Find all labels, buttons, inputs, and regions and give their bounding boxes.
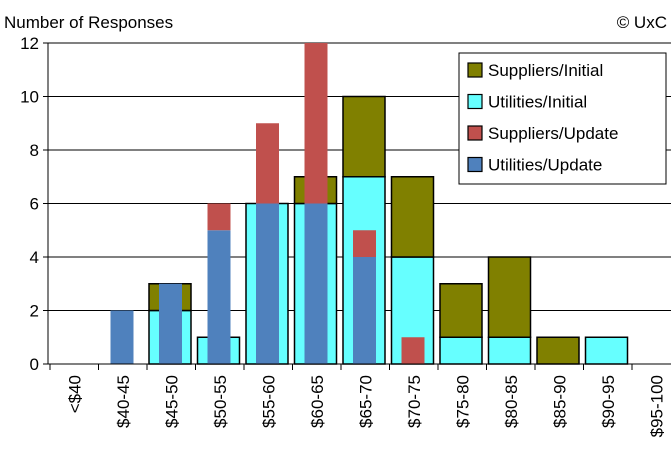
x-tick-label: $60-65 <box>308 375 327 428</box>
bar-suppliers-update <box>353 230 376 257</box>
y-tick-label: 6 <box>30 195 39 214</box>
x-tick-label: $50-55 <box>211 375 230 428</box>
legend-label: Utilities/Initial <box>488 93 587 112</box>
copyright-label: © UxC <box>617 13 667 32</box>
x-tick-label: $80-85 <box>502 375 521 428</box>
legend-swatch <box>467 93 483 110</box>
legend-swatch <box>467 125 483 141</box>
axes: 0 2 4 6 8 10 12 <$40 $40-45 $45-50 $50-55 $55-60 $60… <box>20 34 671 437</box>
y-tick-label: 12 <box>20 34 39 53</box>
x-tick-label: $55-60 <box>259 375 278 428</box>
x-tick-label: $45-50 <box>162 375 181 428</box>
y-tick-label: 4 <box>30 248 39 267</box>
x-tick-label: $90-95 <box>599 375 618 428</box>
x-tick-label: $75-80 <box>453 375 472 428</box>
bar-utilities-update <box>110 310 134 364</box>
bar-suppliers-update <box>207 203 231 231</box>
bar-utilities-initial <box>439 336 483 365</box>
y-tick-label: 2 <box>30 302 39 321</box>
bar-suppliers-initial <box>439 283 483 338</box>
legend-swatch <box>467 62 483 78</box>
legend-label: Suppliers/Update <box>488 124 618 143</box>
legend-label: Suppliers/Initial <box>488 61 603 80</box>
bar-suppliers-initial <box>536 336 580 365</box>
bar-utilities-initial <box>584 336 629 365</box>
x-tick-label: $40-45 <box>114 375 133 428</box>
legend-swatch <box>467 156 483 173</box>
y-axis-title: Number of Responses <box>4 13 173 32</box>
bar-utilities-initial <box>487 336 532 365</box>
bar-utilities-update <box>353 257 376 364</box>
legend-box <box>458 52 667 185</box>
legend: Suppliers/Initial Utilities/Initial Suppli… <box>458 52 667 185</box>
legend-label: Utilities/Update <box>488 156 602 175</box>
y-tick-label: 8 <box>30 141 39 160</box>
bar-suppliers-initial <box>342 95 386 178</box>
x-tick-label: $70-75 <box>405 375 424 428</box>
x-tick-label: <$40 <box>65 375 84 413</box>
bar-utilities-update <box>256 203 279 364</box>
bar-utilities-update <box>159 283 182 364</box>
y-tick-label: 10 <box>20 88 39 107</box>
x-tick-label: $85-90 <box>550 375 569 428</box>
bar-suppliers-initial <box>390 176 435 258</box>
bar-suppliers-update <box>256 123 279 204</box>
bar-utilities-update <box>207 230 231 364</box>
bar-suppliers-initial <box>487 256 532 338</box>
bar-suppliers-update <box>304 43 328 204</box>
bars <box>110 43 629 365</box>
x-tick-label: $65-70 <box>356 375 375 428</box>
bar-utilities-update <box>304 203 328 364</box>
bar-suppliers-update <box>401 337 425 364</box>
x-tick-label: $95-100 <box>647 375 666 437</box>
y-tick-label: 0 <box>30 355 39 374</box>
